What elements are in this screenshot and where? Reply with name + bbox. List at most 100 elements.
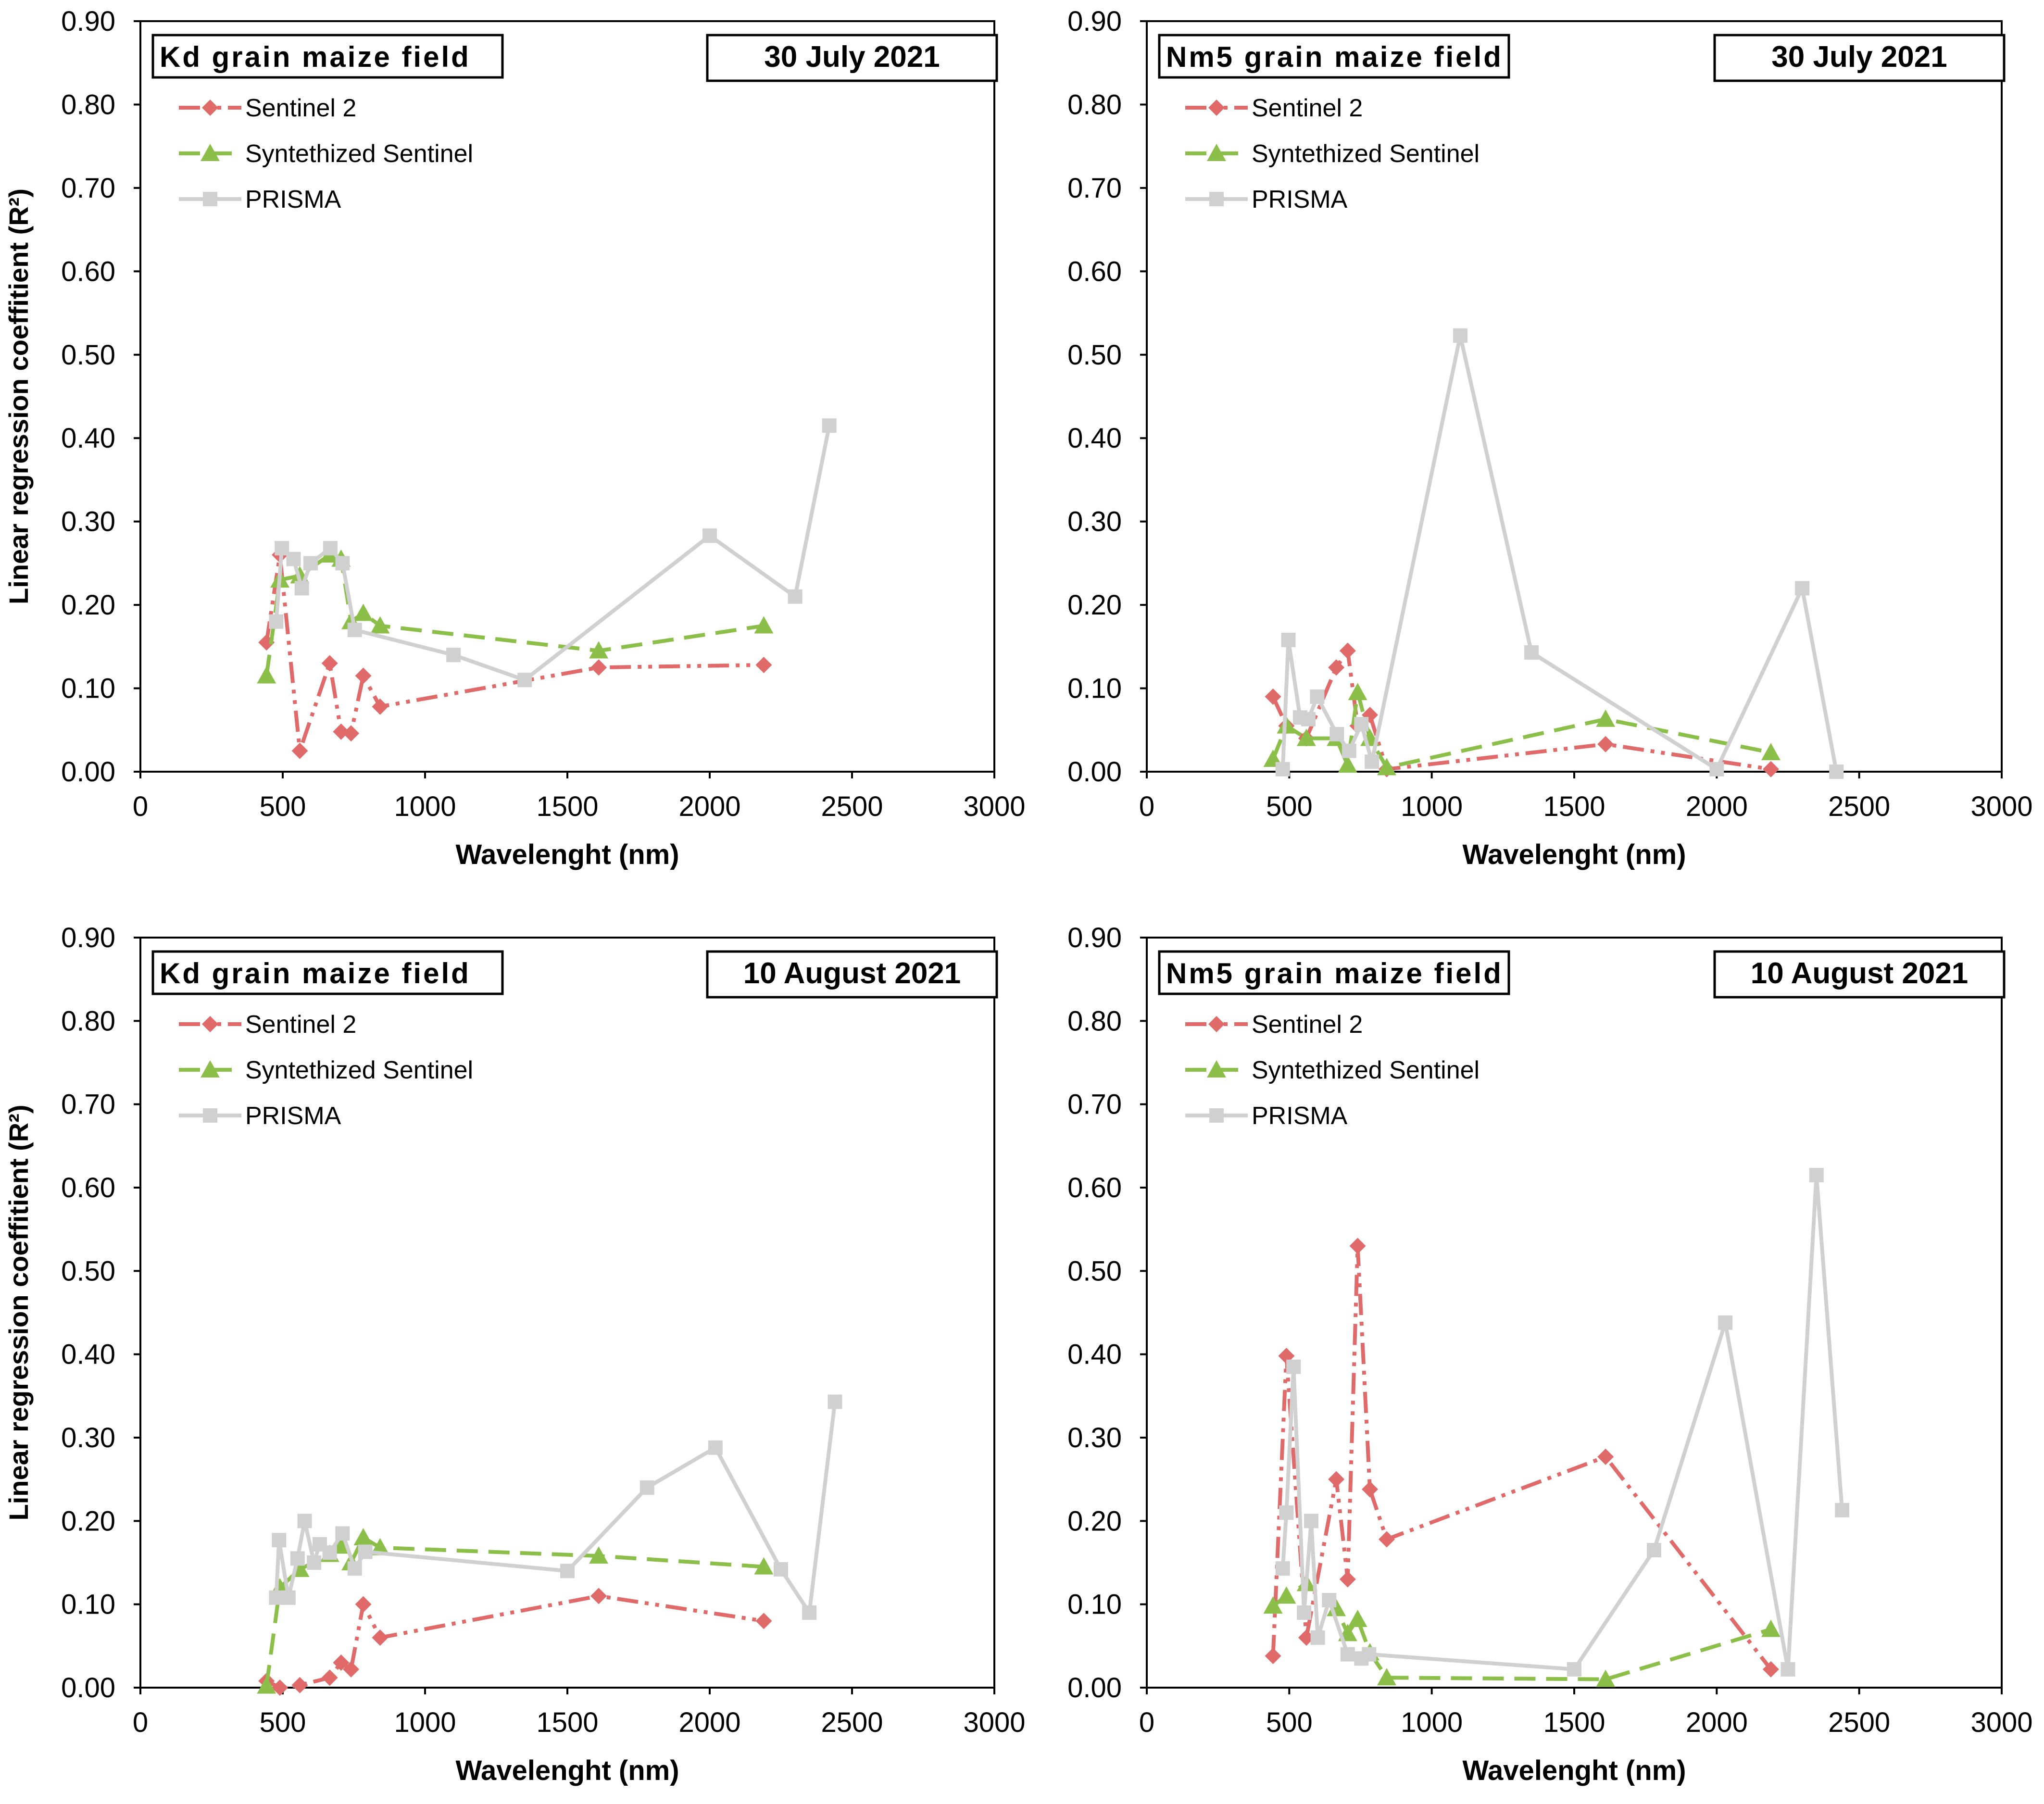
data-point: [1762, 1661, 1779, 1678]
x-tick-label: 1000: [394, 791, 456, 822]
x-tick-label: 2000: [678, 1707, 740, 1738]
series-sentinel-2: [258, 1588, 772, 1696]
y-tick-label: 0.70: [61, 1089, 115, 1120]
y-tick-label: 0.90: [61, 922, 115, 953]
data-point: [1597, 736, 1614, 752]
data-point: [708, 1440, 723, 1455]
y-tick-label: 0.40: [61, 1339, 115, 1370]
y-tick-label: 0.00: [61, 756, 115, 788]
date-label: 30 July 2021: [764, 40, 940, 74]
data-point: [1524, 645, 1539, 660]
legend-label: Sentinel 2: [245, 94, 356, 122]
y-tick-label: 0.30: [1067, 506, 1122, 538]
date-label: 10 August 2021: [1751, 957, 1969, 990]
y-axis-label: Linear regression coeffitient (R²): [3, 1104, 34, 1520]
y-tick-label: 0.70: [1067, 1089, 1122, 1120]
y-tick-label: 0.20: [61, 589, 115, 621]
data-point: [1362, 1481, 1379, 1498]
data-point: [1275, 762, 1290, 777]
data-point: [774, 1562, 788, 1577]
y-tick-label: 0.00: [1067, 756, 1122, 788]
data-point: [755, 1613, 772, 1629]
legend-label: PRISMA: [245, 186, 341, 213]
panel-label-box: [151, 950, 504, 995]
legend-entry: Sentinel 2: [1185, 1011, 1363, 1039]
data-point: [1338, 755, 1357, 773]
legend-marker: [1208, 100, 1225, 116]
data-point: [323, 541, 338, 556]
data-point: [355, 667, 372, 684]
y-tick-label: 0.20: [1067, 589, 1122, 621]
y-tick-label: 0.20: [61, 1505, 115, 1537]
data-point: [1453, 328, 1467, 343]
data-point: [1795, 581, 1810, 596]
series-prisma: [269, 418, 837, 688]
x-tick-label: 500: [260, 1707, 306, 1738]
data-point: [1596, 709, 1616, 727]
data-point: [257, 666, 276, 684]
x-tick-label: 500: [1266, 791, 1313, 822]
series-line: [264, 553, 764, 753]
x-tick-label: 0: [1139, 1707, 1154, 1738]
data-point: [1761, 1619, 1781, 1637]
series-line: [264, 553, 765, 676]
legend-marker: [1209, 192, 1224, 206]
y-tick-label: 0.70: [1067, 173, 1122, 204]
y-tick-label: 0.00: [1067, 1672, 1122, 1704]
data-point: [1277, 1586, 1296, 1604]
y-tick-label: 0.90: [61, 6, 115, 37]
data-point: [754, 616, 774, 634]
legend-label: Sentinel 2: [1252, 94, 1363, 122]
legend-entry: Syntethized Sentinel: [179, 1056, 473, 1084]
x-tick-label: 2500: [821, 1707, 883, 1738]
x-tick-label: 1000: [1401, 1707, 1463, 1738]
y-tick-label: 0.50: [61, 1255, 115, 1287]
date-label-box: [1713, 950, 2006, 999]
legend-entry: Syntethized Sentinel: [1185, 1056, 1480, 1084]
plot-frame: [1146, 20, 2003, 773]
data-point: [702, 528, 717, 543]
series-line: [1280, 333, 1839, 772]
y-tick-label: 0.90: [1067, 922, 1122, 953]
data-point: [590, 659, 607, 676]
data-point: [1286, 1359, 1301, 1374]
legend-entry: Syntethized Sentinel: [1185, 140, 1480, 168]
legend-label: Syntethized Sentinel: [245, 1056, 473, 1084]
data-point: [303, 556, 318, 571]
x-tick-label: 3000: [963, 1707, 1025, 1738]
data-point: [358, 1544, 373, 1559]
y-tick-label: 0.70: [61, 173, 115, 204]
data-point: [1339, 1571, 1356, 1588]
data-point: [1296, 728, 1316, 746]
data-point: [343, 725, 360, 742]
date-label: 30 July 2021: [1771, 40, 1947, 74]
legend-label: PRISMA: [245, 1102, 341, 1130]
data-point: [754, 1557, 774, 1575]
y-tick-label: 0.40: [1067, 1339, 1122, 1370]
data-point: [1349, 1238, 1366, 1254]
data-point: [1781, 1662, 1795, 1677]
x-tick-label: 0: [133, 1707, 148, 1738]
chart-panel-3: 0.00 0.10 0.20 0.30 0.40 0.50 0.60 0.70 0.80 0.90…: [3, 922, 1026, 1786]
data-point: [321, 1669, 338, 1686]
data-point: [1835, 1503, 1850, 1517]
data-point: [272, 1533, 287, 1548]
x-tick-label: 1000: [1401, 791, 1463, 822]
data-point: [322, 1545, 337, 1560]
data-point: [1377, 1668, 1397, 1686]
date-label: 10 August 2021: [743, 957, 961, 990]
y-tick-label: 0.60: [1067, 1172, 1122, 1203]
x-tick-label: 2000: [678, 791, 740, 822]
x-tick-label: 2500: [1828, 1707, 1890, 1738]
date-label-box: [1713, 34, 2006, 82]
series-line: [1271, 690, 1771, 770]
x-tick-label: 2000: [1686, 791, 1748, 822]
data-point: [1265, 688, 1281, 705]
panel-label: Kd grain maize field: [160, 41, 471, 73]
x-tick-label: 3000: [1970, 1707, 2032, 1738]
data-point: [257, 1676, 276, 1694]
y-tick-label: 0.50: [1067, 339, 1122, 371]
y-tick-label: 0.10: [1067, 1589, 1122, 1620]
data-point: [281, 1590, 296, 1605]
